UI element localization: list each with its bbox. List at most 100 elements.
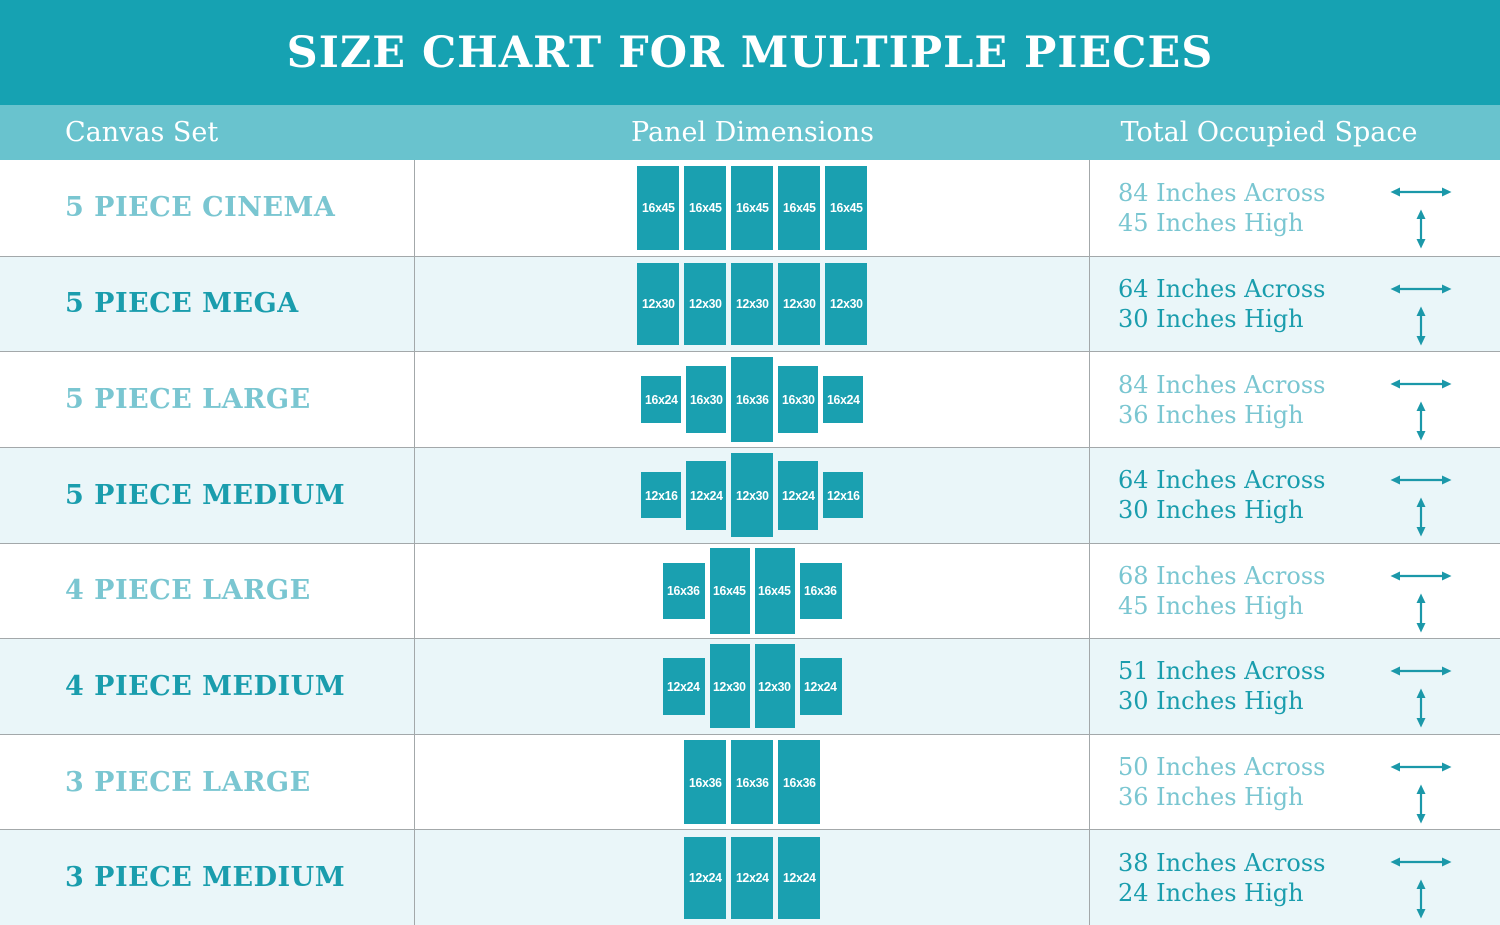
high-text: 30 Inches High [1118, 496, 1304, 525]
horizontal-arrow-icon [1390, 284, 1452, 294]
canvas-panel: 12x30 [731, 262, 773, 345]
canvas-panel: 12x30 [754, 644, 795, 729]
panel-size-label: 12x30 [641, 296, 675, 312]
canvas-panel: 16x30 [686, 366, 726, 434]
canvas-set-label: 4 PIECE MEDIUM [65, 670, 346, 702]
panel-group: 16x45 16x45 16x45 16x45 16x45 [637, 165, 867, 250]
arrow-icons [1390, 352, 1452, 447]
panel-size-label: 16x45 [758, 583, 791, 599]
horizontal-arrow-icon [1390, 571, 1452, 580]
panel-size-label: 16x36 [735, 774, 769, 790]
panel-size-label: 12x24 [782, 870, 816, 886]
panel-size-label: 16x30 [689, 392, 723, 408]
vertical-arrow-icon [1416, 401, 1426, 441]
table-row: 5 PIECE MEGA 12x30 12x30 12x30 12x30 12x30 6… [0, 255, 1500, 352]
total-space-cell: 68 Inches Across 45 Inches High [1090, 544, 1500, 639]
canvas-panel: 16x36 [799, 562, 842, 619]
total-space-text: 38 Inches Across 24 Inches High [1090, 848, 1342, 908]
panel-size-label: 16x36 [735, 392, 769, 408]
arrow-icons [1390, 830, 1452, 925]
canvas-set-cell: 4 PIECE MEDIUM [0, 639, 415, 734]
panel-size-label: 16x36 [688, 774, 722, 790]
panel-size-label: 12x30 [735, 487, 769, 503]
table-row: 5 PIECE LARGE 16x24 16x30 16x36 16x30 16x24 … [0, 351, 1500, 447]
panel-group: 16x24 16x30 16x36 16x30 16x24 [641, 357, 863, 443]
panel-size-label: 12x24 [735, 870, 769, 886]
canvas-set-label: 3 PIECE LARGE [65, 766, 311, 798]
across-text: 84 Inches Across [1118, 370, 1326, 399]
across-text: 50 Inches Across [1118, 753, 1326, 782]
canvas-panel: 12x24 [778, 460, 818, 530]
panel-group: 16x36 16x45 16x45 16x36 [662, 547, 842, 634]
total-space-text: 84 Inches Across 36 Inches High [1090, 370, 1342, 430]
canvas-panel: 12x30 [825, 262, 867, 345]
panel-dimensions-cell: 16x36 16x45 16x45 16x36 [415, 543, 1090, 639]
canvas-panel: 12x30 [731, 453, 773, 538]
high-text: 45 Inches High [1118, 591, 1304, 620]
canvas-panel: 12x24 [686, 460, 726, 530]
panel-size-label: 16x36 [782, 774, 816, 790]
panel-size-label: 16x36 [804, 583, 837, 599]
panel-size-label: 12x24 [667, 678, 700, 694]
vertical-arrow-icon [1416, 497, 1426, 537]
canvas-panel: 12x30 [637, 262, 679, 345]
vertical-arrow-icon [1416, 209, 1426, 249]
canvas-panel: 16x36 [662, 562, 705, 619]
canvas-panel: 12x16 [641, 472, 681, 519]
canvas-set-label: 3 PIECE MEDIUM [65, 862, 346, 894]
vertical-arrow-icon [1416, 306, 1426, 346]
table-row: 5 PIECE MEDIUM 12x16 12x24 12x30 12x24 12x16… [0, 446, 1500, 543]
canvas-set-cell: 5 PIECE MEGA [0, 256, 415, 352]
canvas-set-label: 4 PIECE LARGE [65, 575, 311, 607]
total-space-text: 64 Inches Across 30 Inches High [1090, 465, 1342, 525]
total-space-text: 84 Inches Across 45 Inches High [1090, 178, 1342, 238]
panel-size-label: 12x30 [829, 296, 863, 312]
canvas-panel: 16x36 [684, 740, 726, 825]
across-text: 84 Inches Across [1118, 178, 1326, 207]
panel-group: 12x24 12x30 12x30 12x24 [662, 644, 842, 729]
across-text: 64 Inches Across [1118, 466, 1326, 495]
panel-size-label: 16x30 [781, 392, 815, 408]
high-text: 36 Inches High [1118, 400, 1304, 429]
vertical-arrow-icon [1416, 784, 1426, 824]
canvas-panel: 12x24 [684, 836, 726, 919]
total-space-cell: 84 Inches Across 45 Inches High [1090, 160, 1500, 256]
panel-size-label: 16x45 [735, 200, 769, 216]
canvas-panel: 12x24 [662, 657, 705, 715]
canvas-set-cell: 5 PIECE CINEMA [0, 160, 415, 256]
arrow-icons [1390, 544, 1452, 639]
panel-dimensions-cell: 12x30 12x30 12x30 12x30 12x30 [415, 256, 1090, 352]
arrow-icons [1390, 257, 1452, 352]
canvas-set-cell: 3 PIECE LARGE [0, 734, 415, 830]
panel-size-label: 12x16 [826, 487, 860, 503]
canvas-panel: 16x36 [778, 740, 820, 825]
horizontal-arrow-icon [1390, 857, 1452, 867]
canvas-set-cell: 3 PIECE MEDIUM [0, 830, 415, 925]
canvas-panel: 16x24 [641, 376, 681, 424]
panel-group: 16x36 16x36 16x36 [684, 740, 820, 825]
high-text: 30 Inches High [1118, 687, 1304, 716]
vertical-arrow-icon [1416, 879, 1426, 919]
horizontal-arrow-icon [1390, 187, 1452, 197]
total-space-text: 51 Inches Across 30 Inches High [1090, 656, 1342, 716]
canvas-panel: 16x30 [778, 366, 818, 434]
canvas-panel: 12x30 [778, 262, 820, 345]
panel-group: 12x24 12x24 12x24 [684, 836, 820, 919]
canvas-set-label: 5 PIECE LARGE [65, 384, 311, 416]
canvas-panel: 16x45 [778, 165, 820, 250]
arrow-icons [1390, 735, 1452, 830]
total-space-cell: 84 Inches Across 36 Inches High [1090, 352, 1500, 447]
horizontal-arrow-icon [1390, 379, 1452, 389]
across-text: 68 Inches Across [1118, 561, 1326, 590]
panel-dimensions-cell: 16x45 16x45 16x45 16x45 16x45 [415, 160, 1090, 256]
vertical-arrow-icon [1416, 593, 1426, 632]
panel-size-label: 12x24 [689, 487, 723, 503]
arrow-icons [1390, 639, 1452, 734]
panel-size-label: 12x24 [688, 870, 722, 886]
canvas-panel: 12x30 [709, 644, 750, 729]
table-body: 5 PIECE CINEMA 16x45 16x45 16x45 16x45 16x45… [0, 160, 1500, 925]
panel-size-label: 16x45 [829, 200, 863, 216]
column-header-canvas-set: Canvas Set [65, 117, 219, 148]
across-text: 38 Inches Across [1118, 848, 1326, 877]
panel-dimensions-cell: 12x24 12x30 12x30 12x24 [415, 639, 1090, 734]
